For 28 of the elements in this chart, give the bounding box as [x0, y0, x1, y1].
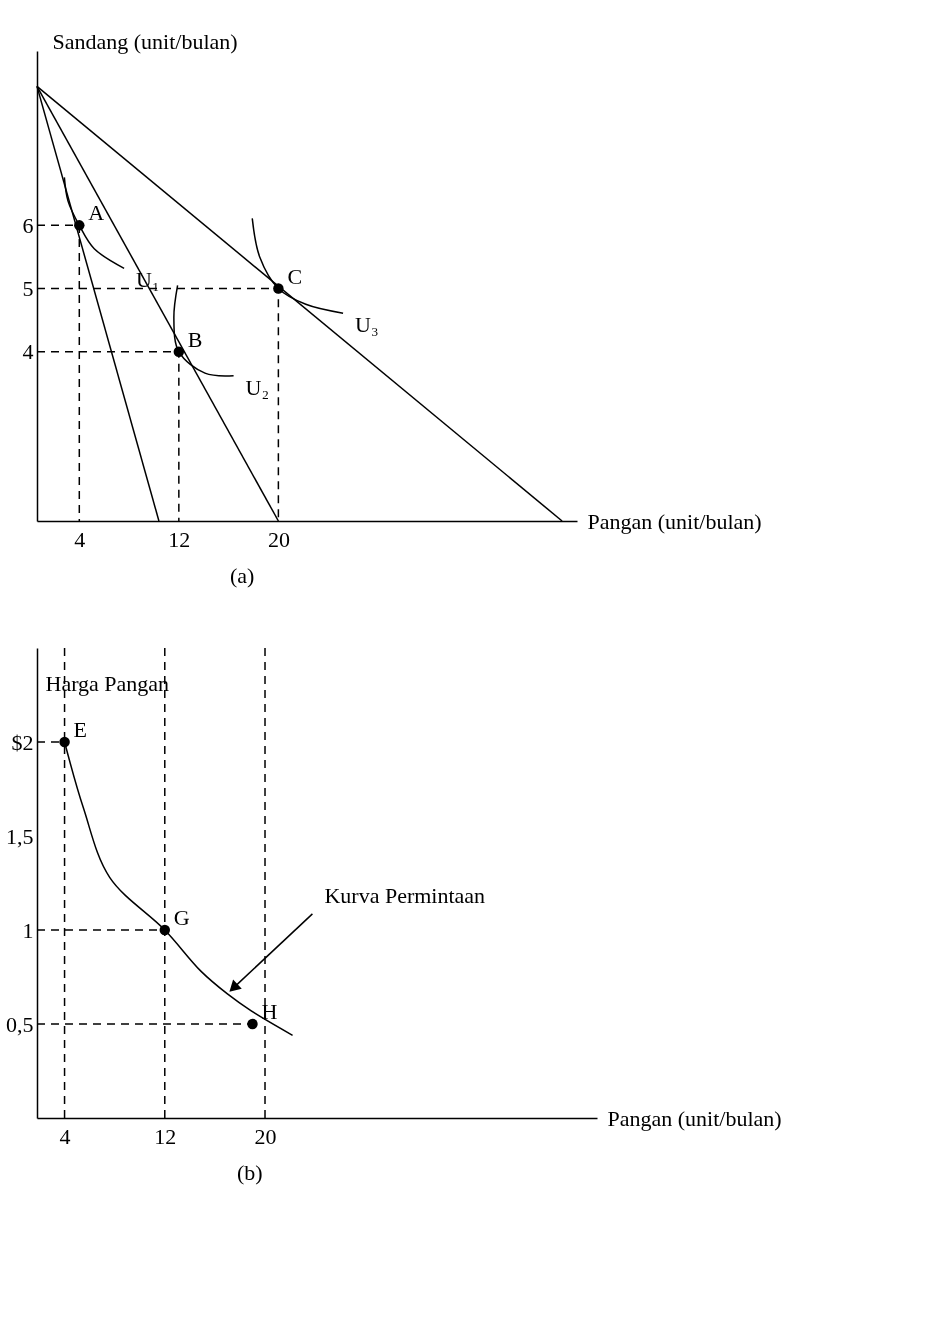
y-tick-label: 1 — [22, 917, 34, 943]
x-axis-title: Pangan (unit/bulan) — [587, 508, 762, 534]
text: (a) — [229, 563, 255, 588]
x-tick-label: 12 — [168, 526, 191, 552]
annotation: C — [287, 263, 303, 289]
annotation: E — [73, 717, 88, 742]
annotation: G — [173, 905, 190, 930]
x-tick-label: 20 — [254, 1123, 277, 1149]
y-axis-title: Sandang (unit/bulan) — [52, 28, 238, 54]
annotation: Kurva Permintaan — [324, 882, 486, 908]
annotation: A — [88, 200, 105, 226]
y-tick-label: 6 — [22, 212, 34, 238]
annotation: H — [261, 999, 278, 1024]
x-tick-label: 4 — [74, 526, 86, 552]
x-tick-label: 20 — [267, 526, 290, 552]
y-tick-label: 4 — [22, 339, 34, 365]
x-tick-label: 4 — [59, 1123, 71, 1149]
y-tick-label: 0,5 — [6, 1011, 34, 1037]
x-tick-label: 12 — [154, 1123, 177, 1149]
y-tick-label: $2 — [11, 729, 34, 755]
series-label: U₃ — [355, 312, 379, 338]
y-tick-label: 1,5 — [6, 823, 34, 849]
y-tick-label: 5 — [22, 276, 34, 302]
series-label: U₂ — [245, 374, 270, 400]
text: (b) — [236, 1160, 263, 1185]
annotation: B — [187, 326, 203, 352]
y-axis-title: Harga Pangan — [45, 670, 170, 696]
x-axis-title: Pangan (unit/bulan) — [607, 1105, 782, 1131]
